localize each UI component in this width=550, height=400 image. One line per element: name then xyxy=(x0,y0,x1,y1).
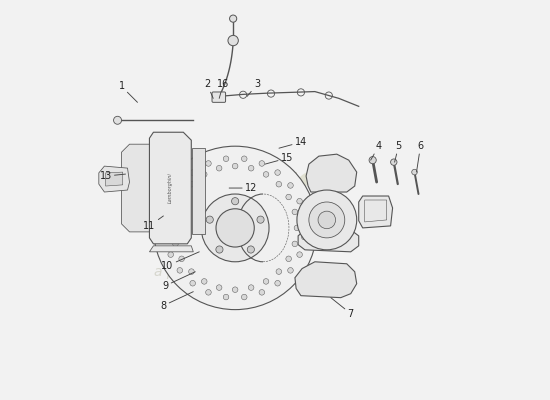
Polygon shape xyxy=(150,246,193,252)
Circle shape xyxy=(241,294,247,300)
Circle shape xyxy=(206,290,211,295)
Text: 16: 16 xyxy=(217,80,229,98)
Circle shape xyxy=(173,209,178,215)
Circle shape xyxy=(163,216,169,222)
Text: 15: 15 xyxy=(265,153,293,164)
Circle shape xyxy=(292,209,298,215)
Circle shape xyxy=(190,280,195,286)
Circle shape xyxy=(259,290,265,295)
Circle shape xyxy=(369,156,376,164)
Text: 10: 10 xyxy=(161,252,199,271)
Circle shape xyxy=(288,183,293,188)
Circle shape xyxy=(189,182,194,187)
Text: 2: 2 xyxy=(204,80,213,98)
Circle shape xyxy=(286,194,292,200)
Circle shape xyxy=(179,256,184,262)
Circle shape xyxy=(297,198,302,204)
Text: 5: 5 xyxy=(394,141,402,162)
Circle shape xyxy=(216,209,254,247)
Circle shape xyxy=(248,246,255,253)
Text: 4: 4 xyxy=(371,141,382,160)
Circle shape xyxy=(232,287,238,292)
Text: 11: 11 xyxy=(144,216,163,231)
Circle shape xyxy=(232,198,239,205)
Polygon shape xyxy=(298,230,359,252)
FancyBboxPatch shape xyxy=(212,92,225,102)
Circle shape xyxy=(249,285,254,290)
Circle shape xyxy=(173,241,178,247)
Circle shape xyxy=(228,35,238,46)
Circle shape xyxy=(309,202,345,238)
Text: 3: 3 xyxy=(247,80,260,96)
Circle shape xyxy=(288,268,293,273)
Circle shape xyxy=(390,159,397,165)
Polygon shape xyxy=(106,172,123,186)
Circle shape xyxy=(297,190,357,250)
Circle shape xyxy=(275,170,280,175)
Circle shape xyxy=(168,198,173,204)
Polygon shape xyxy=(192,148,205,234)
Circle shape xyxy=(294,225,300,231)
Circle shape xyxy=(201,172,207,177)
Text: 6: 6 xyxy=(416,141,424,172)
Circle shape xyxy=(177,268,183,273)
Circle shape xyxy=(412,169,417,175)
Circle shape xyxy=(216,246,223,253)
Text: Lamborghini: Lamborghini xyxy=(168,173,173,204)
Polygon shape xyxy=(122,144,153,232)
Circle shape xyxy=(276,182,282,187)
Circle shape xyxy=(263,172,269,177)
Polygon shape xyxy=(99,166,129,192)
Circle shape xyxy=(232,163,238,169)
Circle shape xyxy=(113,116,122,124)
Circle shape xyxy=(276,269,282,274)
Polygon shape xyxy=(359,196,393,228)
Circle shape xyxy=(216,166,222,171)
Text: 13: 13 xyxy=(100,171,125,181)
Circle shape xyxy=(163,234,169,240)
Circle shape xyxy=(216,285,222,290)
Circle shape xyxy=(179,194,184,200)
Text: 7: 7 xyxy=(331,298,354,319)
Polygon shape xyxy=(306,154,357,192)
Circle shape xyxy=(301,216,307,222)
Circle shape xyxy=(286,256,292,262)
Circle shape xyxy=(177,183,183,188)
Polygon shape xyxy=(295,262,357,298)
Text: a passion since 1985: a passion since 1985 xyxy=(154,265,300,279)
Text: eur: eur xyxy=(133,152,321,248)
Circle shape xyxy=(153,146,317,310)
Circle shape xyxy=(318,211,336,229)
Circle shape xyxy=(249,166,254,171)
Circle shape xyxy=(292,241,298,247)
Text: 14: 14 xyxy=(279,137,307,148)
Circle shape xyxy=(275,280,280,286)
Circle shape xyxy=(259,161,265,166)
Circle shape xyxy=(170,225,176,231)
Circle shape xyxy=(189,269,194,274)
Circle shape xyxy=(201,279,207,284)
Circle shape xyxy=(297,252,302,257)
Text: 12: 12 xyxy=(229,183,257,193)
Circle shape xyxy=(206,161,211,166)
Circle shape xyxy=(229,15,236,22)
Circle shape xyxy=(168,252,173,257)
Circle shape xyxy=(223,294,229,300)
Circle shape xyxy=(206,216,213,223)
Circle shape xyxy=(257,216,264,223)
Circle shape xyxy=(301,234,307,240)
Polygon shape xyxy=(150,132,191,244)
Circle shape xyxy=(223,156,229,162)
Text: 8: 8 xyxy=(161,292,193,311)
Text: 9: 9 xyxy=(162,272,195,291)
Circle shape xyxy=(263,279,269,284)
Circle shape xyxy=(190,170,195,175)
Text: 1: 1 xyxy=(118,81,138,102)
Circle shape xyxy=(241,156,247,162)
Circle shape xyxy=(201,194,269,262)
